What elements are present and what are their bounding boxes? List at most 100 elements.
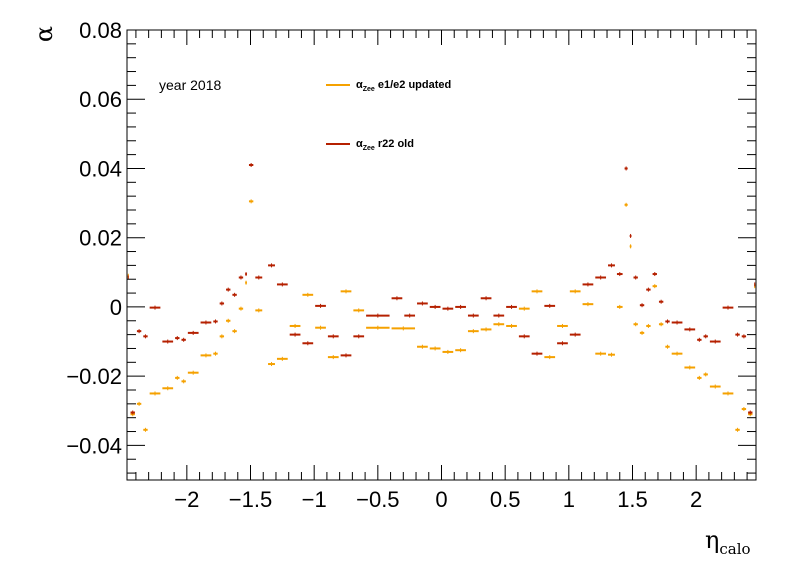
data-point <box>340 353 352 358</box>
data-point <box>175 375 180 380</box>
data-point <box>302 341 314 346</box>
data-point <box>722 305 734 310</box>
data-point <box>557 341 568 346</box>
data-point <box>506 323 517 328</box>
data-point <box>703 372 708 377</box>
data-point <box>248 163 254 167</box>
data-point <box>255 308 263 313</box>
data-point <box>149 305 161 310</box>
data-point <box>404 313 416 318</box>
data-point <box>391 326 416 331</box>
data-point <box>187 370 199 375</box>
data-point <box>455 304 466 309</box>
x-tick-label: 1.5 <box>617 487 648 512</box>
data-point <box>136 329 142 334</box>
data-point <box>429 304 441 309</box>
data-point <box>633 322 638 327</box>
y-tick-label: −0.04 <box>66 433 122 458</box>
data-point <box>181 337 186 342</box>
data-point <box>455 348 466 353</box>
data-point <box>480 296 492 301</box>
x-tick-label: 0.5 <box>490 487 521 512</box>
data-point <box>143 334 148 339</box>
data-point <box>624 166 628 171</box>
y-tick-label: 0 <box>110 295 122 320</box>
x-tick-label: 1 <box>563 487 575 512</box>
data-point <box>703 334 708 339</box>
x-axis-label: ηcalo <box>705 526 751 558</box>
data-point <box>616 304 623 309</box>
data-point <box>200 353 212 358</box>
data-point <box>467 313 479 318</box>
data-point <box>493 313 505 318</box>
y-tick-label: −0.02 <box>66 364 122 389</box>
data-point <box>741 334 747 339</box>
data-point <box>652 284 657 289</box>
y-tick-label: 0.02 <box>79 226 122 251</box>
data-point <box>684 327 696 332</box>
data-point <box>232 329 237 334</box>
data-point <box>417 344 428 349</box>
data-point <box>544 303 556 308</box>
data-point <box>646 287 651 292</box>
data-point <box>652 272 657 277</box>
data-point <box>245 272 247 277</box>
data-point <box>531 289 543 294</box>
data-point <box>608 352 615 357</box>
data-point <box>130 410 135 415</box>
data-point <box>639 330 645 335</box>
data-point <box>506 304 517 309</box>
x-tick-label: −0.5 <box>356 487 399 512</box>
data-point <box>748 410 753 415</box>
data-point <box>226 318 231 323</box>
data-point <box>327 334 339 339</box>
data-point <box>671 351 683 356</box>
data-point <box>741 407 747 412</box>
data-point <box>697 375 702 380</box>
data-point <box>639 303 645 308</box>
data-point <box>289 332 301 337</box>
data-point <box>442 306 454 311</box>
data-point <box>302 292 314 297</box>
data-point <box>624 202 628 207</box>
data-point <box>276 356 288 361</box>
data-point <box>238 306 244 311</box>
data-point <box>531 351 543 356</box>
data-point <box>255 275 263 280</box>
data-point <box>200 320 212 325</box>
x-tick-label: −1.5 <box>229 487 272 512</box>
data-point <box>569 289 581 294</box>
data-point <box>665 344 670 349</box>
data-point <box>181 379 186 384</box>
y-axis-label: α <box>30 26 58 42</box>
data-point <box>366 313 390 318</box>
y-tick-label: 0.04 <box>79 156 122 181</box>
data-point <box>162 339 174 344</box>
data-point <box>340 289 352 294</box>
data-point <box>665 319 670 324</box>
x-tick-label: −1 <box>302 487 327 512</box>
data-point <box>289 323 301 328</box>
data-point <box>149 391 161 396</box>
data-point <box>629 244 632 249</box>
data-point <box>248 199 254 204</box>
data-point <box>684 365 696 370</box>
data-point <box>238 275 244 280</box>
data-point <box>226 287 231 292</box>
data-point <box>697 337 702 342</box>
data-point <box>391 296 403 301</box>
data-point <box>658 299 664 304</box>
data-point <box>754 282 756 287</box>
data-point <box>327 355 339 360</box>
data-point <box>493 322 505 327</box>
data-point <box>136 401 142 406</box>
data-point <box>595 275 607 280</box>
data-point <box>722 391 734 396</box>
data-point <box>232 292 237 297</box>
data-point <box>658 322 664 327</box>
data-point <box>315 303 326 308</box>
data-point <box>518 306 530 311</box>
data-point <box>268 263 275 268</box>
x-tick-label: 0 <box>435 487 447 512</box>
